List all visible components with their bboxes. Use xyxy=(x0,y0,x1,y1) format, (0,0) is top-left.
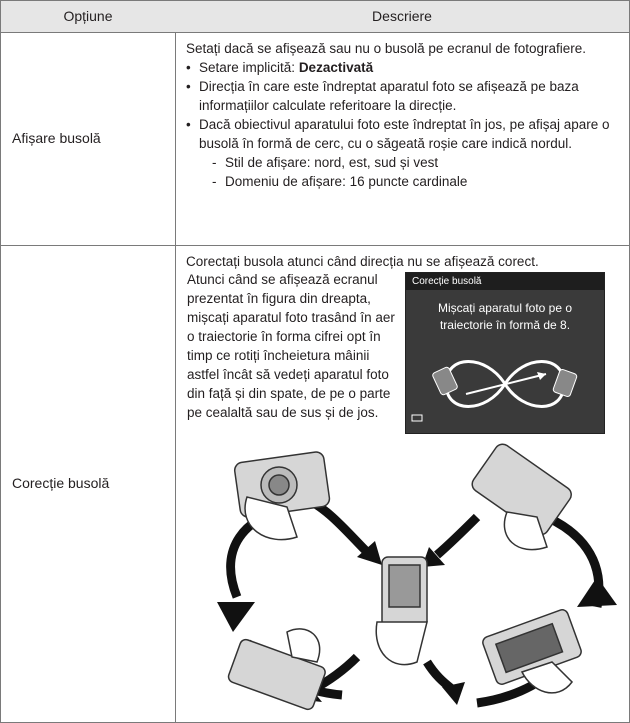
bullet: Dacă obiectivul aparatului foto este înd… xyxy=(186,115,621,191)
camera-icon xyxy=(432,366,458,396)
sub-item: Stil de afișare: nord, est, sud și vest xyxy=(199,153,621,172)
bullet-value: Dezactivată xyxy=(298,60,374,75)
illustration xyxy=(217,443,617,711)
bullet-label: Setare implicită: xyxy=(199,60,296,75)
screen-message: Mișcați aparatul foto pe o traiectorie î… xyxy=(437,301,573,332)
option-name: Corecție busolă xyxy=(0,245,176,723)
arrow xyxy=(465,373,547,395)
sub-item: Domeniu de afișare: 16 puncte cardinale xyxy=(199,172,621,191)
header-option: Opțiune xyxy=(0,0,176,33)
hands xyxy=(244,496,573,694)
camera-screen: Corecție busolă Mișcați aparatul foto pe… xyxy=(405,272,605,434)
cameras xyxy=(227,443,582,711)
option-name: Afișare busolă xyxy=(0,32,176,246)
paragraph: Atunci când se afișează ecranul prezenta… xyxy=(187,272,395,420)
figure-eight xyxy=(411,360,578,422)
bullet-list: Setare implicită: Dezactivată Direcția î… xyxy=(186,58,621,191)
battery-icon xyxy=(411,414,423,422)
sub-list: Stil de afișare: nord, est, sud și vest … xyxy=(199,153,621,191)
intro: Corectați busola atunci când direcția nu… xyxy=(186,254,539,269)
header-description: Descriere xyxy=(175,0,630,33)
intro: Setați dacă se afișează sau nu o busolă … xyxy=(186,41,587,56)
bullet: Setare implicită: Dezactivată xyxy=(186,58,621,77)
bullet: Direcția în care este îndreptat aparatul… xyxy=(186,77,621,115)
description: Setați dacă se afișează sau nu o busolă … xyxy=(175,32,630,246)
arrow-head xyxy=(537,372,546,380)
bullet-text: Dacă obiectivul aparatului foto este înd… xyxy=(199,117,610,151)
screen-title: Corecție busolă xyxy=(406,273,604,290)
camera-icon xyxy=(552,368,578,398)
